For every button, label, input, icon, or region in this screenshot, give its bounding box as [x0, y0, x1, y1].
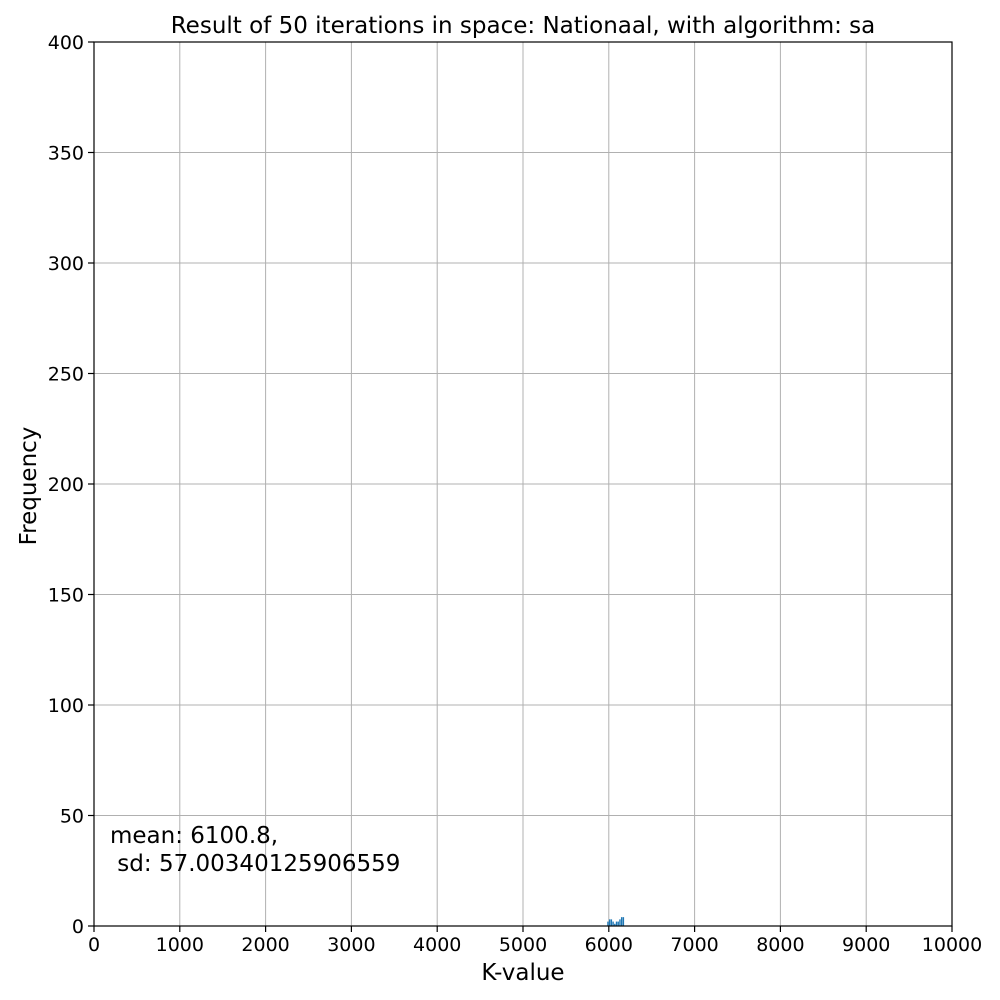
x-tick-label: 9000 — [842, 934, 890, 956]
stats-annotation-sd: sd: 57.00340125906559 — [110, 851, 400, 877]
chart-title: Result of 50 iterations in space: Nation… — [171, 13, 876, 39]
x-tick-label: 10000 — [922, 934, 982, 956]
x-tick-label: 3000 — [327, 934, 375, 956]
y-tick-label: 250 — [48, 364, 84, 386]
y-tick-label: 150 — [48, 585, 84, 607]
x-axis-ticks: 0 1000 2000 3000 4000 5000 6000 7000 8000 9000 100… — [88, 926, 982, 956]
x-tick-label: 5000 — [499, 934, 547, 956]
histogram-bar — [614, 923, 616, 926]
x-tick-label: 8000 — [756, 934, 804, 956]
y-axis-ticks: 0 50 100 150 200 250 300 350 400 — [48, 32, 94, 938]
y-tick-label: 350 — [48, 143, 84, 165]
histogram-bar — [610, 919, 613, 926]
x-tick-label: 6000 — [585, 934, 633, 956]
y-tick-label: 200 — [48, 474, 84, 496]
histogram-bar — [608, 919, 611, 926]
histogram-bars — [607, 917, 625, 926]
x-tick-label: 7000 — [670, 934, 718, 956]
x-tick-label: 1000 — [156, 934, 204, 956]
grid-lines — [93, 41, 953, 927]
histogram-bar — [615, 921, 618, 926]
x-tick-label: 2000 — [241, 934, 289, 956]
histogram-bar — [622, 917, 625, 926]
histogram-bar — [607, 921, 609, 926]
x-axis-label: K-value — [481, 960, 564, 986]
histogram-bar — [617, 921, 619, 926]
histogram-bar — [612, 921, 614, 926]
y-tick-label: 300 — [48, 253, 84, 275]
histogram-bar — [619, 919, 621, 926]
y-tick-label: 400 — [48, 32, 84, 54]
histogram-bar — [620, 917, 623, 926]
x-tick-label: 4000 — [413, 934, 461, 956]
y-tick-label: 100 — [48, 695, 84, 717]
y-tick-label: 50 — [60, 806, 84, 828]
y-tick-label: 0 — [72, 916, 84, 938]
x-tick-label: 0 — [88, 934, 100, 956]
stats-annotation-mean: mean: 6100.8, — [110, 823, 278, 849]
y-axis-label: Frequency — [16, 427, 42, 546]
